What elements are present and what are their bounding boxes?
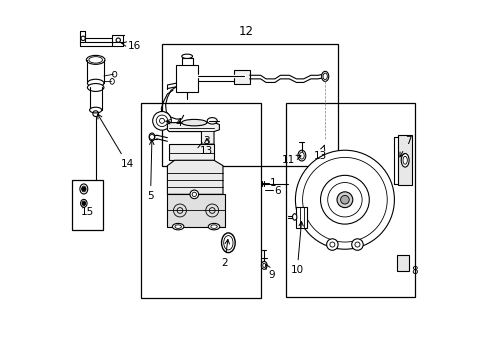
Text: 15: 15: [81, 207, 94, 217]
Circle shape: [82, 187, 85, 191]
Ellipse shape: [87, 79, 104, 87]
Text: 2: 2: [221, 239, 229, 268]
Bar: [140, 103, 260, 298]
Ellipse shape: [261, 261, 266, 269]
Circle shape: [351, 239, 363, 250]
Circle shape: [320, 175, 368, 224]
Text: 10: 10: [290, 221, 303, 275]
Ellipse shape: [182, 54, 192, 58]
Text: 12: 12: [238, 25, 253, 38]
Circle shape: [295, 150, 394, 249]
Bar: [296, 207, 306, 228]
Ellipse shape: [221, 233, 235, 253]
Circle shape: [326, 239, 337, 250]
Bar: [176, 65, 198, 92]
Ellipse shape: [207, 118, 217, 124]
Text: 16: 16: [122, 41, 141, 50]
Polygon shape: [169, 144, 214, 160]
Ellipse shape: [149, 133, 155, 141]
Circle shape: [152, 112, 171, 130]
Text: 1: 1: [269, 178, 276, 188]
Ellipse shape: [208, 224, 219, 230]
Text: 14: 14: [98, 114, 134, 169]
Ellipse shape: [400, 153, 408, 167]
Ellipse shape: [86, 55, 105, 64]
Ellipse shape: [203, 131, 210, 140]
Ellipse shape: [297, 150, 305, 161]
Ellipse shape: [87, 84, 104, 91]
Circle shape: [82, 202, 85, 205]
Ellipse shape: [81, 199, 87, 207]
Ellipse shape: [292, 214, 296, 220]
Bar: [285, 103, 414, 297]
Text: 4: 4: [165, 118, 182, 128]
Bar: [396, 255, 408, 271]
Polygon shape: [167, 160, 223, 194]
Text: 7: 7: [399, 136, 411, 157]
Text: 11: 11: [281, 155, 300, 165]
Bar: [233, 69, 249, 84]
Circle shape: [81, 36, 85, 41]
Circle shape: [336, 192, 352, 208]
Circle shape: [190, 190, 198, 199]
Bar: [72, 180, 102, 230]
Text: 5: 5: [147, 140, 154, 201]
Bar: [397, 135, 411, 185]
Ellipse shape: [321, 71, 328, 81]
Ellipse shape: [182, 120, 206, 126]
Ellipse shape: [172, 224, 183, 230]
Polygon shape: [167, 123, 219, 144]
Circle shape: [340, 195, 348, 204]
Circle shape: [116, 38, 120, 42]
Text: 9: 9: [265, 265, 275, 280]
Text: 3: 3: [203, 136, 209, 146]
Bar: [167, 194, 224, 226]
Text: 6: 6: [274, 186, 281, 196]
Ellipse shape: [89, 107, 102, 113]
Bar: [162, 44, 337, 166]
Text: 13: 13: [200, 138, 213, 156]
Text: 8: 8: [410, 266, 417, 276]
Text: 13: 13: [313, 145, 326, 161]
Ellipse shape: [80, 184, 88, 194]
